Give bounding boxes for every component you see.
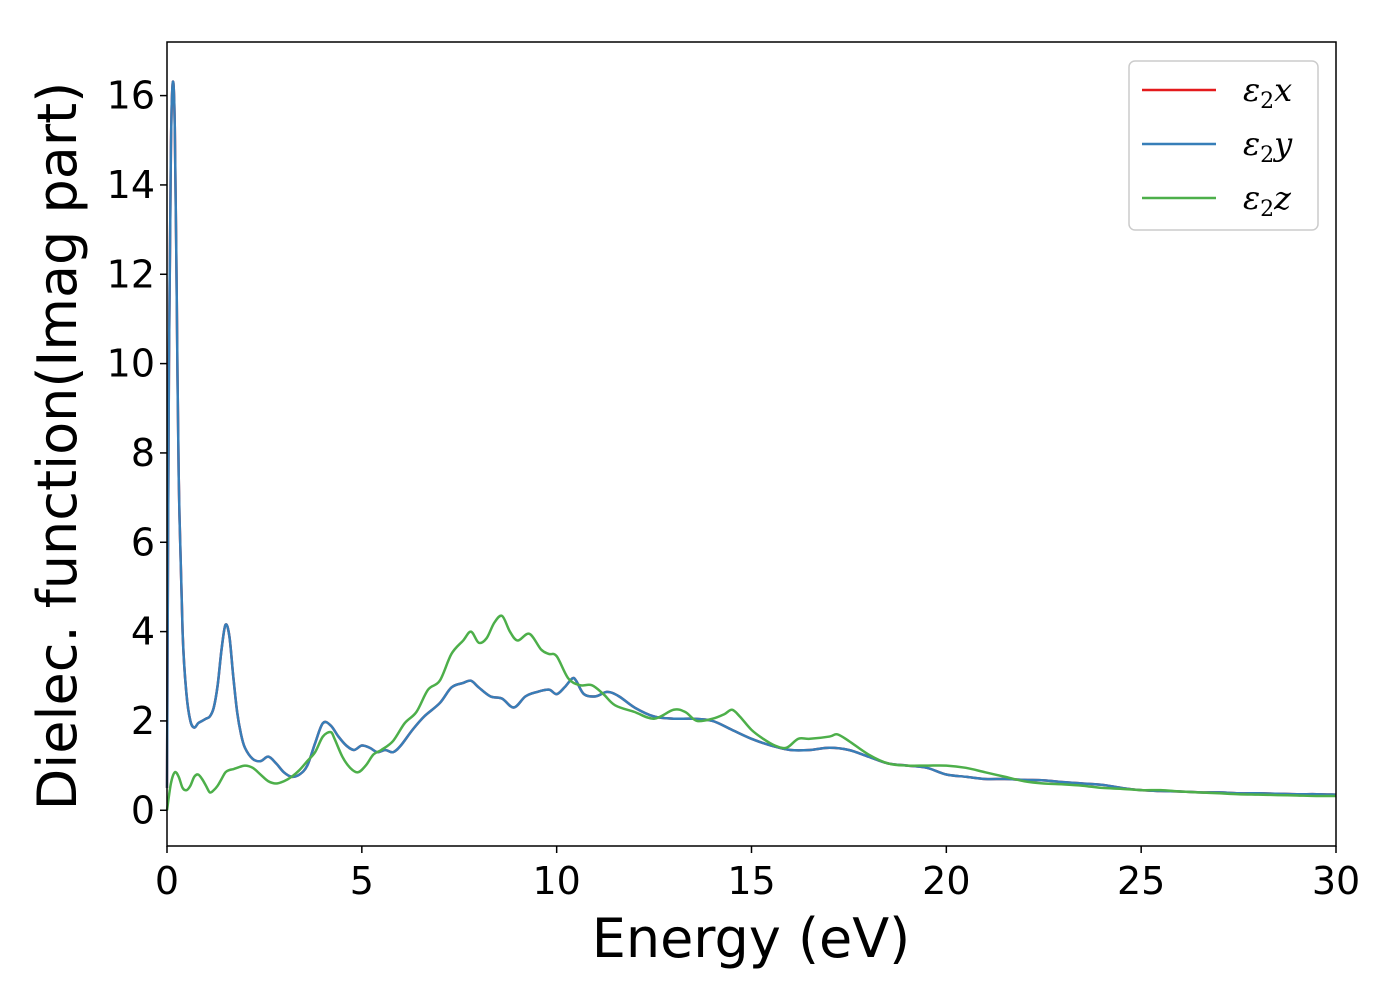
legend-label-x: ε2x <box>1243 71 1292 114</box>
series-layer <box>165 80 1337 811</box>
y-tick-label: 14 <box>107 163 155 207</box>
y-tick-label: 10 <box>107 342 155 386</box>
x-tick-label: 25 <box>1117 859 1165 903</box>
x-axis-title: Energy (eV) <box>592 907 911 970</box>
x-tick-label: 30 <box>1312 859 1360 903</box>
x-tick-label: 5 <box>350 859 374 903</box>
y-tick-label: 2 <box>131 699 155 743</box>
y-tick-label: 0 <box>131 788 155 832</box>
series-line-z <box>165 614 1337 811</box>
legend-label-z: ε2z <box>1243 179 1292 222</box>
series-line-y <box>165 80 1337 796</box>
y-axis-ticks: 0 2 4 6 8 10 12 14 16 <box>107 74 167 832</box>
y-tick-label: 6 <box>131 520 155 564</box>
x-axis-ticks: 0 5 10 15 20 25 30 <box>155 846 1360 903</box>
legend-box <box>1128 60 1319 231</box>
x-tick-label: 0 <box>155 859 179 903</box>
y-tick-label: 16 <box>107 74 155 118</box>
x-tick-label: 15 <box>727 859 775 903</box>
y-tick-label: 4 <box>131 610 155 654</box>
x-tick-label: 20 <box>922 859 970 903</box>
legend: ε2x ε2y ε2z <box>1128 60 1319 231</box>
legend-label-y: ε2y <box>1243 125 1293 168</box>
y-axis-title: Dielec. function(Imag part) <box>26 82 89 811</box>
y-tick-label: 8 <box>131 431 155 475</box>
y-tick-label: 12 <box>107 252 155 296</box>
x-tick-label: 10 <box>532 859 580 903</box>
